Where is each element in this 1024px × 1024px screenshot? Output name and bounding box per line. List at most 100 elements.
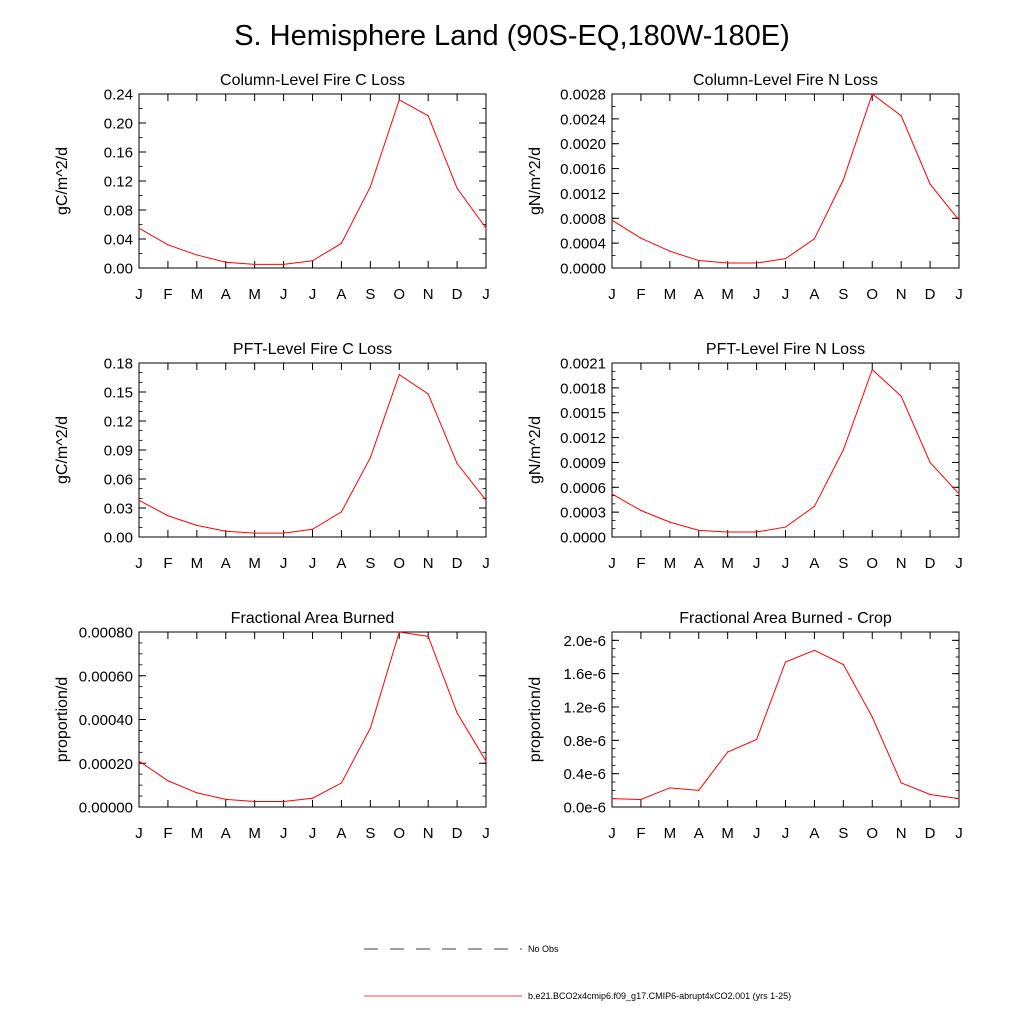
data-point [485, 227, 487, 229]
series-line [138, 99, 487, 265]
data-point [196, 792, 198, 794]
x-tick-label: S [365, 825, 375, 842]
data-point [871, 716, 873, 718]
chart-panel-2: Column-Level Fire N Loss gN/m^2/d 0.0000 0.… [527, 72, 963, 303]
x-tick-label: J [482, 825, 490, 842]
x-tick-label: J [608, 286, 616, 303]
x-tick-label: O [393, 555, 405, 572]
series-line [611, 93, 960, 264]
x-tick-label: A [336, 825, 346, 842]
data-point [871, 93, 873, 95]
y-tick-label: 0.09 [104, 443, 133, 460]
data-point [456, 187, 458, 189]
y-tick-label: 0.0016 [560, 161, 606, 178]
x-tick-label: D [925, 286, 936, 303]
data-point [340, 511, 343, 513]
y-tick-label: 0.0024 [560, 111, 606, 128]
y-tick-label: 0.12 [104, 174, 133, 191]
y-tick-label: 0.00040 [79, 712, 133, 729]
y-tick-label: 0.00 [104, 261, 133, 278]
y-tick-label: 0.0020 [560, 136, 606, 153]
y-tick-label: 0.00060 [79, 668, 133, 685]
chart-title: Column-Level Fire N Loss [693, 72, 878, 89]
y-tick-label: 0.04 [104, 232, 133, 249]
y-tick-label: 0.18 [104, 356, 133, 373]
y-tick-label: 0.0015 [560, 405, 606, 422]
plot-frame [138, 362, 487, 538]
x-tick-label: A [694, 555, 704, 572]
data-point [167, 515, 169, 517]
y-tick-label: 0.0018 [560, 380, 606, 397]
x-tick-label: F [163, 286, 172, 303]
data-point [698, 259, 700, 262]
data-point [282, 263, 285, 265]
x-tick-label: J [482, 555, 490, 572]
data-point [340, 242, 343, 244]
data-point [311, 528, 314, 530]
data-point [669, 250, 671, 252]
data-point [900, 782, 902, 784]
data-point [640, 237, 642, 239]
chart-title: Fractional Area Burned - Crop [679, 610, 892, 627]
x-tick-label: O [393, 825, 405, 842]
plot-frame [611, 93, 960, 269]
data-point [958, 219, 960, 221]
y-axis-label: gN/m^2/d [527, 416, 544, 484]
x-tick-label: J [955, 286, 963, 303]
chart-panels: Column-Level Fire C Loss gC/m^2/d 0.00 0.04… [54, 72, 963, 842]
plot-frame [611, 362, 960, 538]
chart-title: Fractional Area Burned [231, 610, 395, 627]
y-tick-label: 1.6e-6 [563, 666, 606, 683]
data-point [427, 635, 429, 637]
x-tick-label: A [336, 286, 346, 303]
data-point [784, 526, 787, 528]
chart-title: PFT-Level Fire N Loss [706, 341, 865, 358]
x-tick-label: A [221, 555, 231, 572]
page-title: S. Hemisphere Land (90S-EQ,180W-180E) [234, 20, 790, 52]
series-line [138, 373, 487, 534]
x-tick-label: J [280, 286, 288, 303]
x-tick-label: M [191, 555, 204, 572]
series-line [611, 649, 960, 801]
y-tick-label: 0.0028 [560, 87, 606, 104]
data-point [842, 663, 844, 666]
data-point [929, 183, 931, 185]
x-tick-label: A [336, 555, 346, 572]
x-tick-label: N [423, 286, 434, 303]
data-point [196, 524, 198, 527]
data-point [698, 529, 700, 531]
plot-frame [611, 631, 960, 808]
y-axis-label: proportion/d [54, 677, 71, 762]
x-tick-label: F [163, 825, 172, 842]
y-tick-label: 0.12 [104, 414, 133, 431]
x-tick-label: J [309, 825, 317, 842]
data-point [727, 531, 729, 533]
x-tick-label: M [664, 286, 677, 303]
data-point [640, 798, 642, 801]
data-point [842, 449, 844, 451]
y-tick-label: 0.0000 [560, 530, 606, 547]
data-point [755, 531, 758, 533]
data-point [900, 115, 902, 117]
x-tick-label: J [135, 825, 143, 842]
x-tick-label: J [280, 555, 288, 572]
data-point [611, 493, 613, 495]
data-point [611, 798, 613, 800]
x-tick-label: M [191, 825, 204, 842]
data-point [196, 254, 198, 256]
chart-panel-4: PFT-Level Fire N Loss gN/m^2/d 0.0000 0.000… [527, 341, 963, 572]
data-point [254, 532, 256, 534]
y-tick-label: 0.00020 [79, 756, 133, 773]
x-tick-label: O [866, 555, 878, 572]
data-point [427, 393, 429, 395]
x-tick-label: J [135, 555, 143, 572]
y-tick-label: 0.0003 [560, 505, 606, 522]
y-tick-label: 0.0012 [560, 186, 606, 203]
x-tick-label: D [925, 555, 936, 572]
x-tick-label: S [365, 555, 375, 572]
x-tick-label: A [694, 825, 704, 842]
x-tick-label: J [309, 286, 317, 303]
data-point [398, 374, 400, 376]
chart-title: Column-Level Fire C Loss [220, 72, 405, 89]
data-point [340, 782, 343, 784]
